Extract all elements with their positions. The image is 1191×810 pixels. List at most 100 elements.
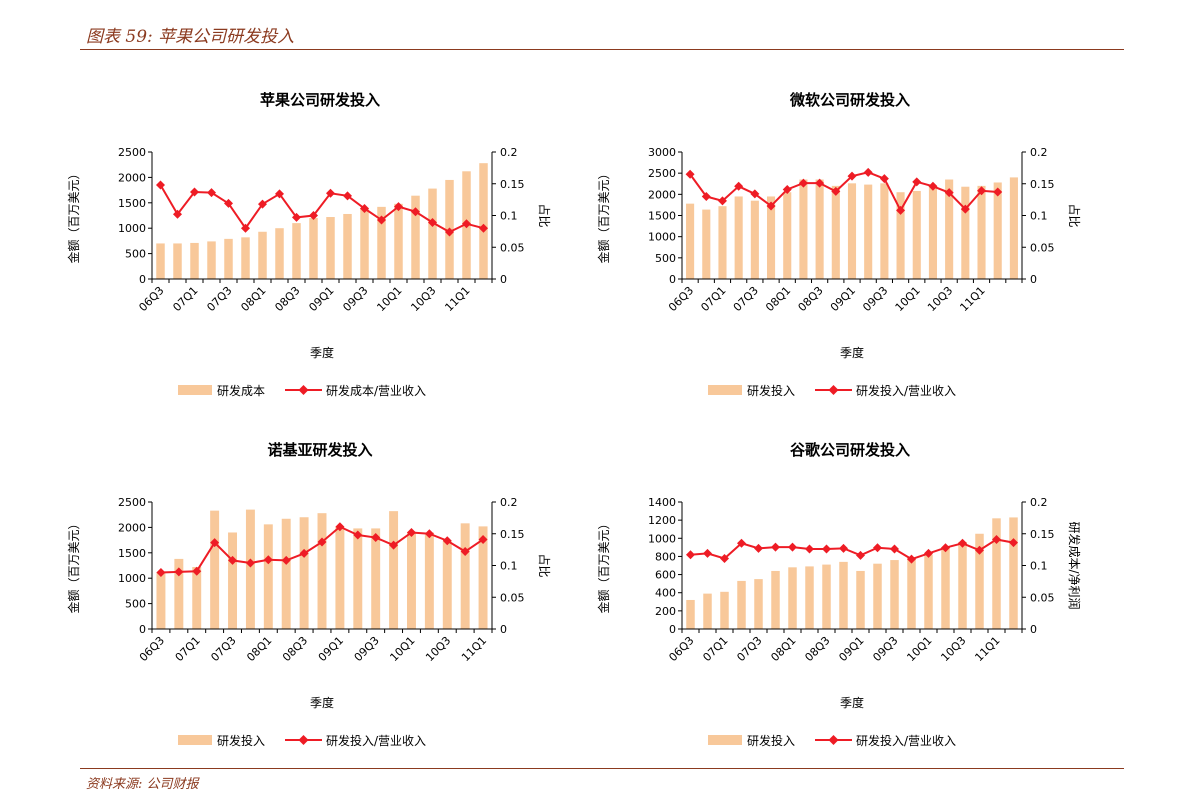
y2-tick-label: 0 (1030, 273, 1037, 286)
bar-8 (822, 564, 831, 629)
x-tick-label: 08Q1 (238, 284, 268, 314)
ratio-point-11 (353, 530, 363, 540)
ratio-point-9 (309, 211, 318, 220)
ratio-point-14 (406, 527, 416, 537)
bar-14 (407, 531, 416, 629)
ratio-point-11 (863, 167, 873, 177)
ratio-point-16 (958, 538, 967, 548)
y2-tick-label: 0.15 (1030, 178, 1055, 191)
x-tick-label: 07Q1 (170, 284, 200, 314)
y-axis-label: 金额（百万美元） (66, 167, 81, 263)
bar-11 (353, 528, 363, 629)
ratio-point-10 (326, 188, 335, 198)
x-tick-label: 08Q3 (802, 634, 832, 664)
bar-1 (174, 558, 184, 629)
legend-bar-label: 研发投入 (747, 733, 795, 748)
bar-6 (788, 567, 797, 629)
ratio-point-14 (924, 548, 933, 558)
ratio-point-18 (977, 186, 987, 196)
y2-tick-label: 0 (500, 623, 507, 636)
ratio-point-4 (228, 555, 238, 565)
ratio-point-16 (442, 536, 452, 546)
bar-12 (880, 183, 889, 279)
x-tick-label: 09Q1 (828, 284, 858, 314)
legend-bar-swatch (708, 735, 742, 745)
x-tick-label: 11Q1 (459, 634, 489, 664)
bar-12 (371, 528, 381, 629)
ratio-point-0 (686, 550, 695, 560)
x-tick-label: 09Q3 (340, 284, 370, 314)
bar-19 (479, 163, 488, 279)
y-tick-label: 500 (125, 248, 146, 261)
bar-17 (961, 186, 970, 279)
ratio-point-0 (156, 180, 165, 190)
y-tick-label: 1200 (648, 514, 676, 527)
x-tick-label: 07Q1 (173, 634, 203, 664)
x-tick-label: 10Q1 (904, 634, 934, 664)
bar-5 (245, 509, 255, 629)
ratio-point-15 (941, 543, 950, 553)
x-tick-label: 08Q1 (768, 634, 798, 664)
ratio-point-17 (460, 547, 470, 557)
bar-11 (343, 213, 352, 279)
y-tick-label: 3000 (648, 146, 676, 159)
x-tick-label: 10Q3 (408, 284, 438, 314)
ratio-point-8 (822, 544, 831, 554)
ratio-point-2 (192, 566, 202, 576)
y2-tick-label: 0.05 (1030, 591, 1055, 604)
ratio-point-13 (907, 554, 916, 564)
bar-0 (686, 599, 695, 629)
ratio-point-2 (720, 554, 729, 564)
bar-10 (847, 183, 857, 279)
x-tick-label: 10Q3 (938, 634, 968, 664)
ratio-point-19 (479, 223, 488, 233)
bar-8 (299, 517, 309, 629)
legend-bar-swatch (708, 385, 742, 395)
x-tick-label: 10Q1 (893, 284, 923, 314)
y-tick-label: 1000 (648, 532, 676, 545)
ratio-point-8 (292, 212, 301, 222)
ratio-point-7 (798, 178, 808, 188)
y2-axis-label: 占比 (537, 203, 552, 227)
y-axis-label: 金额（百万美元） (596, 517, 611, 613)
y-tick-label: 500 (125, 598, 146, 611)
top-divider (80, 49, 1124, 50)
y2-tick-label: 0.1 (500, 560, 518, 573)
ratio-point-19 (1009, 538, 1018, 548)
bar-9 (309, 218, 318, 279)
ratio-point-15 (424, 529, 434, 539)
ratio-point-1 (703, 548, 712, 558)
bar-15 (411, 195, 420, 279)
y-tick-label: 2000 (118, 171, 146, 184)
bar-4 (750, 200, 759, 279)
bar-2 (720, 591, 729, 629)
ratio-point-1 (701, 191, 711, 201)
x-tick-label: 07Q3 (734, 634, 764, 664)
y2-tick-label: 0.2 (500, 496, 518, 509)
ratio-point-8 (299, 548, 309, 558)
y2-tick-label: 0.05 (500, 591, 525, 604)
bar-11 (864, 184, 873, 279)
bar-18 (977, 185, 986, 279)
ratio-point-16 (944, 188, 954, 198)
ratio-point-0 (156, 567, 166, 577)
y2-tick-label: 0.2 (500, 146, 518, 159)
bar-3 (207, 241, 216, 279)
chart-apple: 苹果公司研发投入 0 500 1000 1500 2000 2500 0 0.05 0.1 0.15… (66, 91, 552, 398)
ratio-point-5 (766, 201, 776, 211)
x-tick-label: 06Q3 (136, 284, 166, 314)
x-tick-label: 08Q3 (280, 634, 310, 664)
ratio-point-6 (263, 555, 273, 565)
x-tick-label: 07Q3 (731, 284, 761, 314)
x-tick-label: 07Q3 (204, 284, 234, 314)
x-tick-label: 11Q1 (972, 634, 1002, 664)
y-tick-label: 2500 (118, 146, 146, 159)
ratio-point-18 (992, 534, 1001, 544)
bar-3 (737, 580, 746, 629)
x-tick-label: 06Q3 (666, 634, 696, 664)
ratio-point-18 (462, 219, 471, 229)
x-tick-label: 06Q3 (666, 284, 696, 314)
ratio-point-13 (896, 205, 906, 215)
bar-5 (241, 237, 250, 279)
bar-5 (771, 570, 780, 629)
